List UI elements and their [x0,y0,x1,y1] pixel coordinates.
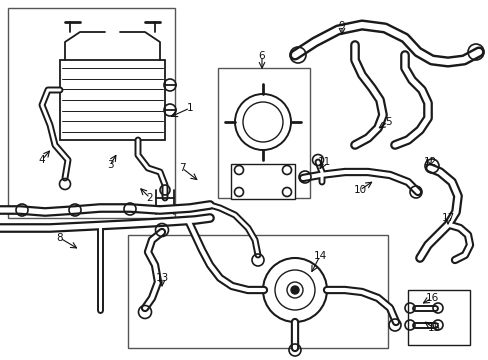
Bar [407,290,469,345]
Bar [8,8,175,218]
Text: 1: 1 [186,103,193,113]
Text: 15: 15 [427,323,440,333]
Text: 4: 4 [39,155,45,165]
Text: 16: 16 [425,293,438,303]
Bar [128,235,387,348]
Bar [218,68,309,198]
Text: 8: 8 [57,233,63,243]
Text: 6: 6 [258,51,265,61]
Text: 5: 5 [384,117,390,127]
Text: 17: 17 [441,213,454,223]
Bar [230,164,294,199]
Text: 13: 13 [155,273,168,283]
Text: 10: 10 [353,185,366,195]
Text: 7: 7 [178,163,185,173]
Text: 11: 11 [317,157,330,167]
Text: 3: 3 [106,160,113,170]
Text: 2: 2 [146,193,153,203]
Text: 9: 9 [338,21,345,31]
Circle shape [290,286,298,294]
Text: 12: 12 [423,157,436,167]
Text: 14: 14 [313,251,326,261]
Bar [60,60,164,140]
